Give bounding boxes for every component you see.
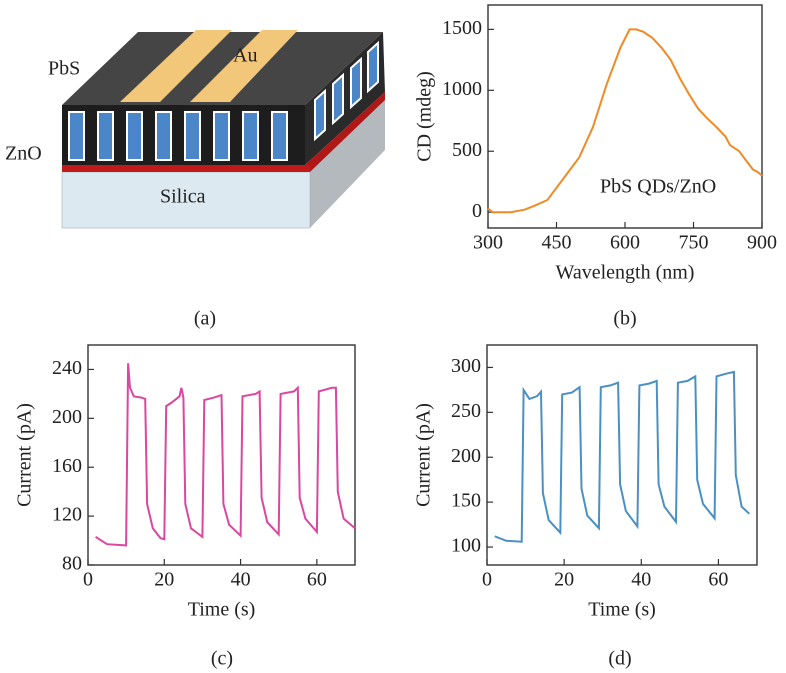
- annotation: PbS QDs/ZnO: [600, 176, 716, 198]
- x-tick-label: 0: [482, 569, 492, 591]
- x-axis-label: Wavelength (nm): [556, 262, 695, 284]
- y-tick-label: 0: [472, 200, 482, 222]
- device-diagram: PbS Au ZnO Silica (a): [5, 30, 385, 330]
- y-tick-label: 80: [62, 553, 82, 575]
- x-tick-label: 0: [83, 569, 93, 591]
- y-tick-label: 150: [451, 490, 481, 512]
- silica-front: [61, 171, 311, 229]
- y-axis-label: Current (pA): [14, 403, 36, 507]
- diagram-label: Silica: [160, 186, 206, 208]
- plot-frame: [87, 344, 356, 566]
- x-tick-label: 60: [708, 569, 728, 591]
- x-tick-label: 450: [542, 232, 572, 254]
- x-tick-label: 750: [679, 232, 709, 254]
- y-tick-label: 240: [52, 357, 82, 379]
- y-tick-label: 200: [52, 406, 82, 428]
- au-electrode: [190, 30, 298, 102]
- x-tick-label: 60: [307, 569, 327, 591]
- pbs-side: [305, 32, 385, 165]
- x-tick-label: 40: [231, 569, 251, 591]
- panel-caption: (b): [613, 308, 636, 330]
- data-line: [95, 363, 356, 547]
- y-axis-label: CD (mdeg): [414, 71, 436, 162]
- y-tick-label: 500: [452, 139, 482, 161]
- x-axis-label: Time (s): [188, 599, 256, 621]
- diagram-label: PbS: [48, 58, 80, 80]
- zno-nanorods: [68, 40, 379, 161]
- y-tick-label: 300: [451, 355, 481, 377]
- x-axis-label: Time (s): [588, 599, 656, 621]
- zno-side: [305, 92, 385, 172]
- x-tick-label: 40: [631, 569, 651, 591]
- y-tick-label: 1000: [442, 78, 482, 100]
- diagram-label: Au: [233, 45, 257, 67]
- y-tick-label: 250: [451, 400, 481, 422]
- y-axis-label: Current (pA): [413, 403, 435, 507]
- zno-layer: [62, 165, 310, 172]
- y-tick-label: 200: [451, 445, 481, 467]
- data-line: [494, 370, 750, 543]
- au-electrode: [120, 30, 232, 102]
- plot-frame: [486, 344, 758, 566]
- x-tick-label: 300: [473, 232, 503, 254]
- panel-caption: (c): [211, 648, 233, 670]
- y-tick-label: 100: [451, 535, 481, 557]
- diagram-label: ZnO: [5, 143, 42, 165]
- y-tick-label: 160: [52, 455, 82, 477]
- x-tick-label: 600: [610, 232, 640, 254]
- x-tick-label: 20: [554, 569, 574, 591]
- data-line: [487, 28, 763, 214]
- y-tick-label: 1500: [442, 17, 482, 39]
- y-tick-label: 120: [52, 504, 82, 526]
- x-tick-label: 900: [747, 232, 777, 254]
- silica-side: [310, 100, 385, 228]
- x-tick-label: 20: [154, 569, 174, 591]
- panel-caption: (a): [194, 308, 216, 330]
- panel-caption: (d): [608, 648, 631, 670]
